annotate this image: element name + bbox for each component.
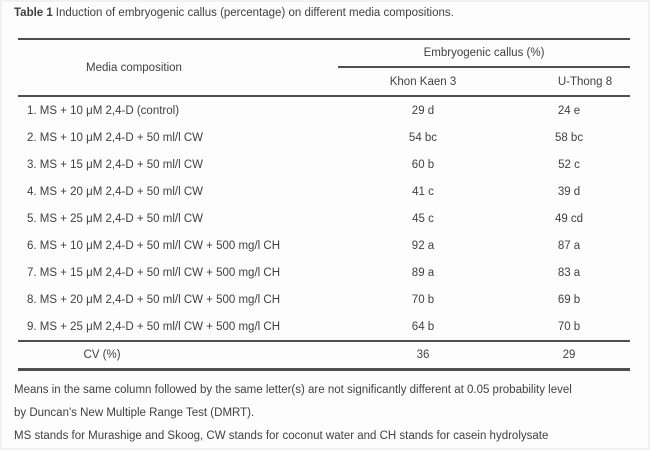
u-thong-8-value: 87 a [557,239,581,252]
table-row: 5. MS + 25 μM 2,4-D + 50 ml/l CW 45 c 49… [18,205,630,232]
u-thong-8-value: 52 c [558,158,580,171]
cv-row: CV (%) 36 29 [18,340,631,371]
khon-kaen-3-value: 29 d [411,104,435,117]
khon-kaen-3-value: 64 b [411,320,435,333]
table-caption-number: Table 1 [14,7,53,19]
footnote-line-1: Means in the same column followed by the… [14,384,572,396]
table-row: 3. MS + 15 μM 2,4-D + 50 ml/l CW 60 b 52… [18,151,630,178]
table-footnotes: Means in the same column followed by the… [14,382,646,450]
column-header-khon-kaen-3: Khon Kaen 3 [338,67,508,97]
table-row: 8. MS + 20 μM 2,4-D + 50 ml/l CW + 500 m… [18,286,630,313]
table-row: 6. MS + 10 μM 2,4-D + 50 ml/l CW + 500 m… [18,232,630,259]
table-row: 1. MS + 10 μM 2,4-D (control) 29 d 24 e [18,96,630,124]
table-row: 2. MS + 10 μM 2,4-D + 50 ml/l CW 54 bc 5… [18,124,630,151]
u-thong-8-value: 70 b [557,320,581,333]
table-row: 9. MS + 25 μM 2,4-D + 50 ml/l CW + 500 m… [18,313,630,341]
footnote-line-2: by Duncan's New Multiple Range Test (DMR… [14,407,255,419]
media-composition-cell: 2. MS + 10 μM 2,4-D + 50 ml/l CW [27,131,203,144]
u-thong-8-value: 83 a [557,266,581,279]
khon-kaen-3-value: 45 c [412,212,434,225]
media-composition-cell: 7. MS + 15 μM 2,4-D + 50 ml/l CW + 500 m… [27,266,280,279]
column-header-u-thong-8: U-Thong 8 [508,67,631,97]
khon-kaen-3-value: 92 a [411,239,435,252]
media-composition-cell: 5. MS + 25 μM 2,4-D + 50 ml/l CW [27,212,203,225]
khon-kaen-3-value: 54 bc [408,131,438,144]
media-composition-cell: 6. MS + 10 μM 2,4-D + 50 ml/l CW + 500 m… [27,239,280,252]
khon-kaen-3-value: 89 a [411,266,435,279]
cv-khon-kaen-3-value: 36 [338,340,508,371]
cv-u-thong-8-value: 29 [508,340,631,371]
khon-kaen-3-value: 60 b [411,158,435,171]
u-thong-8-value: 49 cd [554,212,584,225]
media-composition-cell: 3. MS + 15 μM 2,4-D + 50 ml/l CW [27,158,203,171]
khon-kaen-3-value: 41 c [412,185,434,198]
media-composition-cell: 8. MS + 20 μM 2,4-D + 50 ml/l CW + 500 m… [27,293,280,306]
media-composition-cell: 1. MS + 10 μM 2,4-D (control) [27,104,180,117]
table-row: 4. MS + 20 μM 2,4-D + 50 ml/l CW 41 c 39… [18,178,630,205]
footnote-line-3: MS stands for Murashige and Skoog, CW st… [14,430,549,442]
table-header: Media composition Embryogenic callus (%)… [18,39,631,97]
u-thong-8-value: 58 bc [554,131,584,144]
u-thong-8-value: 24 e [557,104,581,117]
table-body: 1. MS + 10 μM 2,4-D (control) 29 d 24 e … [18,96,630,341]
u-thong-8-value: 39 d [557,185,581,198]
cv-label: CV (%) [18,340,338,371]
khon-kaen-3-value: 70 b [411,293,435,306]
u-thong-8-value: 69 b [557,293,581,306]
column-group-header-embryogenic-callus: Embryogenic callus (%) [338,39,631,68]
media-composition-cell: 4. MS + 20 μM 2,4-D + 50 ml/l CW [27,185,203,198]
media-composition-table: Media composition Embryogenic callus (%)… [18,38,631,371]
table-row: 7. MS + 15 μM 2,4-D + 50 ml/l CW + 500 m… [18,259,630,286]
media-composition-cell: 9. MS + 25 μM 2,4-D + 50 ml/l CW + 500 m… [27,320,280,333]
table-caption-text: Induction of embryogenic callus (percent… [55,7,454,19]
column-header-media-composition: Media composition [18,39,338,97]
table-caption: Table 1 Induction of embryogenic callus (… [14,7,454,19]
